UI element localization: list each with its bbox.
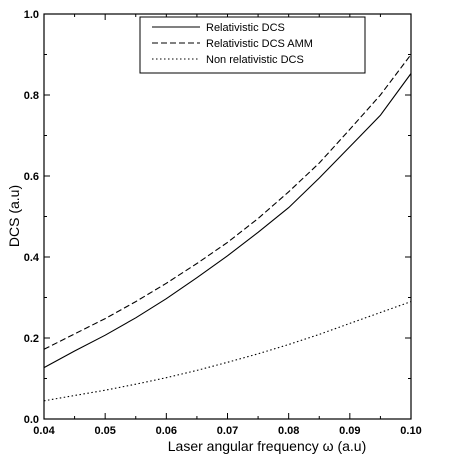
legend-box <box>139 16 366 74</box>
x-tick-label: 0.10 <box>400 425 421 437</box>
legend-label-3: Non relativistic DCS <box>206 54 304 66</box>
x-tick-label: 0.08 <box>278 425 299 437</box>
series-line-1 <box>43 73 412 369</box>
y-tick-label: 0.4 <box>24 252 40 264</box>
x-tick-label: 0.04 <box>33 425 55 437</box>
series-group <box>43 54 412 402</box>
axis-ticks <box>43 13 412 420</box>
x-tick-label: 0.09 <box>339 425 360 437</box>
x-tick-label: 0.07 <box>217 425 238 437</box>
x-tick-label: 0.05 <box>94 425 115 437</box>
y-tick-label: 0.8 <box>24 90 39 102</box>
y-tick-label: 1.0 <box>24 9 39 21</box>
x-axis-title: Laser angular frequency ω (a.u) <box>168 438 366 454</box>
legend: Relativistic DCS Relativistic DCS AMM Non … <box>139 16 366 74</box>
y-axis-title: DCS (a.u) <box>6 185 22 247</box>
y-tick-label: 0.2 <box>24 333 39 345</box>
y-tick-label: 0.6 <box>24 171 39 183</box>
series-line-3 <box>43 301 412 402</box>
x-tick-label: 0.06 <box>156 425 177 437</box>
axis-tick-labels: 0.04 0.05 0.06 0.07 0.08 0.09 0.10 0.0 0.2 0.4 0.6… <box>24 9 422 437</box>
y-tick-label: 0.0 <box>24 414 39 426</box>
plot-frame <box>43 13 412 420</box>
legend-label-1: Relativistic DCS <box>206 22 285 34</box>
series-line-2 <box>43 54 412 350</box>
legend-label-2: Relativistic DCS AMM <box>206 38 313 50</box>
